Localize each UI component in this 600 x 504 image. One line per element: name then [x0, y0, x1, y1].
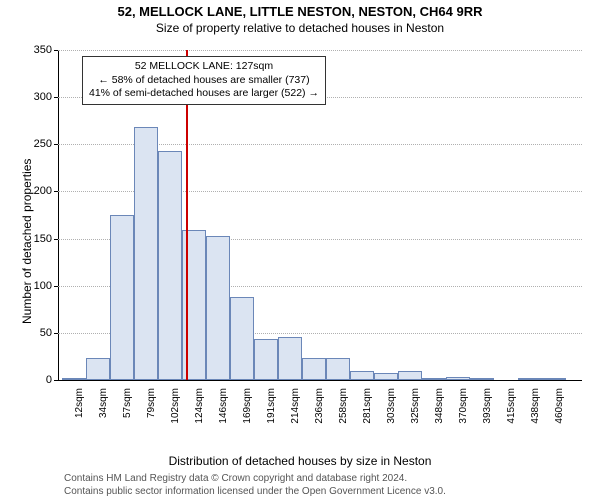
xtick-label: 146sqm — [218, 388, 229, 428]
title-sub: Size of property relative to detached ho… — [0, 21, 600, 35]
ytick-label: 300 — [22, 91, 52, 103]
histogram-bar — [518, 378, 542, 380]
xtick-label: 169sqm — [242, 388, 253, 428]
ytick-mark — [54, 239, 58, 240]
xtick-label: 191sqm — [266, 388, 277, 428]
ytick-mark — [54, 144, 58, 145]
xtick-label: 303sqm — [386, 388, 397, 428]
histogram-bar — [158, 151, 182, 380]
xtick-label: 415sqm — [506, 388, 517, 428]
histogram-bar — [110, 215, 134, 380]
histogram-bar — [470, 378, 494, 380]
histogram-bar — [326, 358, 350, 380]
ytick-label: 100 — [22, 280, 52, 292]
histogram-bar — [422, 378, 446, 380]
histogram-bar — [398, 371, 422, 380]
ytick-mark — [54, 286, 58, 287]
x-axis-label: Distribution of detached houses by size … — [0, 454, 600, 468]
gridline — [58, 50, 582, 51]
y-axis-line — [58, 50, 59, 380]
histogram-bar — [134, 127, 158, 380]
xtick-label: 79sqm — [146, 388, 157, 428]
xtick-label: 325sqm — [410, 388, 421, 428]
ytick-label: 50 — [22, 327, 52, 339]
ytick-mark — [54, 380, 58, 381]
histogram-bar — [62, 378, 86, 380]
histogram-bar — [374, 373, 398, 380]
ytick-label: 250 — [22, 138, 52, 150]
xtick-label: 12sqm — [74, 388, 85, 428]
histogram-bar — [230, 297, 254, 380]
annot-line-3: 41% of semi-detached houses are larger (… — [89, 87, 319, 101]
xtick-label: 102sqm — [170, 388, 181, 428]
xtick-label: 214sqm — [290, 388, 301, 428]
xtick-label: 258sqm — [338, 388, 349, 428]
ytick-mark — [54, 50, 58, 51]
histogram-bar — [302, 358, 326, 380]
histogram-bar — [446, 377, 470, 380]
footer-line-2: Contains public sector information licen… — [64, 486, 446, 499]
xtick-label: 370sqm — [458, 388, 469, 428]
histogram-bar — [350, 371, 374, 380]
ytick-label: 200 — [22, 185, 52, 197]
histogram-bar — [206, 236, 230, 380]
histogram-bar — [254, 339, 278, 380]
ytick-label: 150 — [22, 233, 52, 245]
ytick-mark — [54, 191, 58, 192]
xtick-label: 281sqm — [362, 388, 373, 428]
xtick-label: 460sqm — [554, 388, 565, 428]
annot-line-1: 52 MELLOCK LANE: 127sqm — [89, 60, 319, 74]
chart-plot-area: 05010015020025030035052 MELLOCK LANE: 12… — [58, 50, 582, 420]
xtick-label: 57sqm — [122, 388, 133, 428]
ytick-mark — [54, 333, 58, 334]
xtick-label: 34sqm — [98, 388, 109, 428]
title-main: 52, MELLOCK LANE, LITTLE NESTON, NESTON,… — [0, 4, 600, 19]
ytick-label: 0 — [22, 374, 52, 386]
xtick-label: 438sqm — [530, 388, 541, 428]
ytick-mark — [54, 97, 58, 98]
xtick-label: 236sqm — [314, 388, 325, 428]
annotation-box: 52 MELLOCK LANE: 127sqm← 58% of detached… — [82, 56, 326, 105]
xtick-label: 348sqm — [434, 388, 445, 428]
xtick-label: 124sqm — [194, 388, 205, 428]
ytick-label: 350 — [22, 44, 52, 56]
histogram-bar — [86, 358, 110, 380]
annot-line-2: ← 58% of detached houses are smaller (73… — [89, 74, 319, 88]
xtick-label: 393sqm — [482, 388, 493, 428]
footer-credits: Contains HM Land Registry data © Crown c… — [64, 473, 446, 498]
footer-line-1: Contains HM Land Registry data © Crown c… — [64, 473, 446, 486]
histogram-bar — [278, 337, 302, 380]
histogram-bar — [542, 378, 566, 380]
